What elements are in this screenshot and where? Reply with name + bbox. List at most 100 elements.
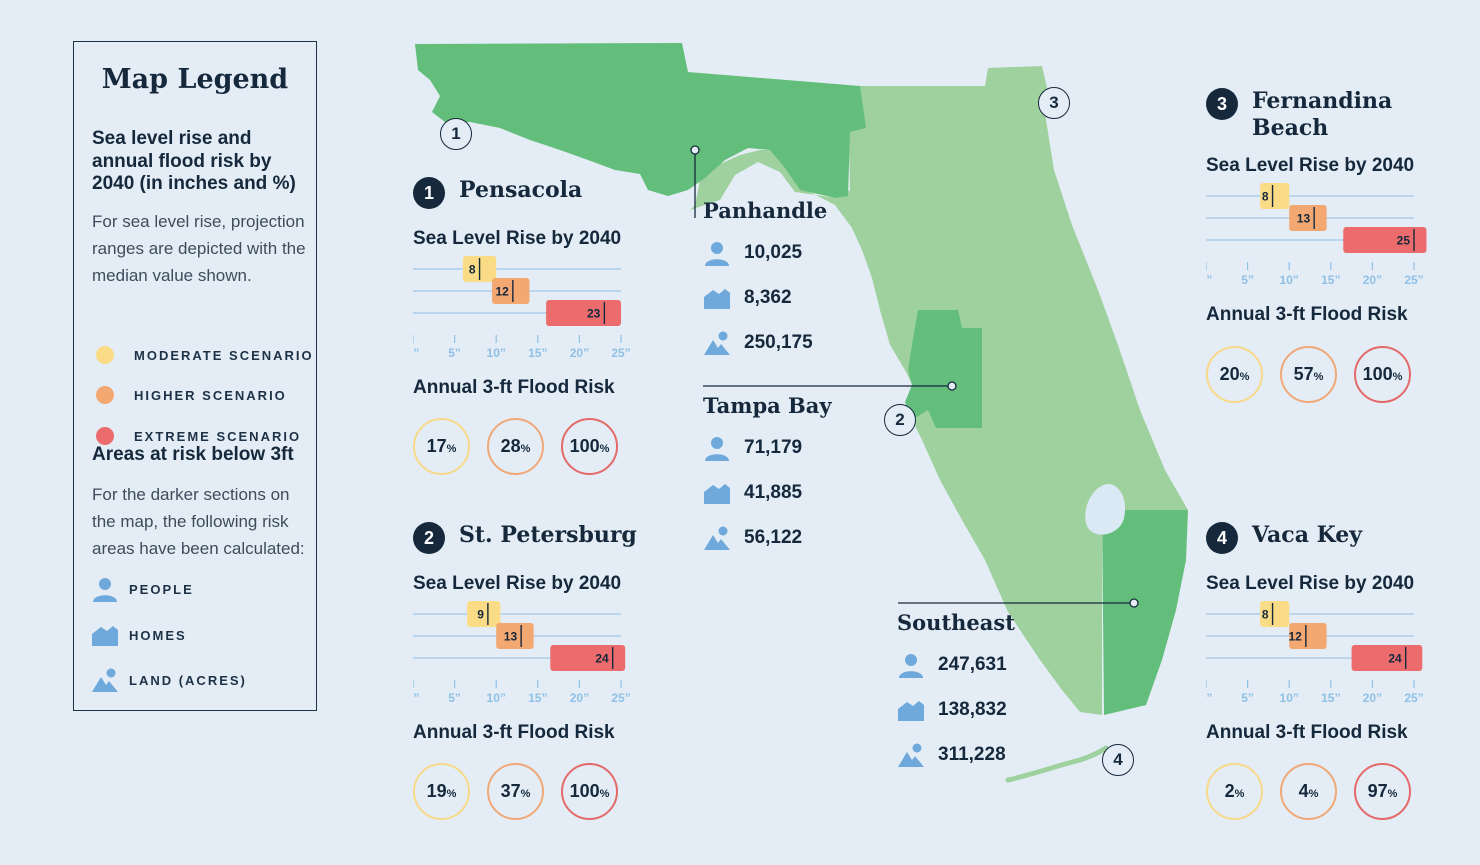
- region-panhandle: Panhandle 10,025 8,362 250,175: [703, 198, 827, 358]
- flood-extreme: 100%: [1354, 346, 1411, 403]
- legend-moderate-scenario: MODERATE SCENARIO: [94, 342, 314, 368]
- slr-median-label: 23: [587, 307, 601, 321]
- flood-extreme: 100%: [561, 763, 618, 820]
- slr-tick-label: 25”: [1404, 691, 1423, 705]
- slr-tick-label: 10”: [487, 691, 506, 705]
- region-name: Tampa Bay: [703, 393, 832, 418]
- region-name: Southeast: [897, 610, 1015, 635]
- site-number-badge: 2: [413, 522, 445, 554]
- slr-median-label: 12: [495, 285, 509, 299]
- stat-people: 10,025: [703, 238, 827, 268]
- site-header: 3 Fernandina Beach: [1206, 88, 1402, 142]
- slr-range-bar-extreme: [550, 645, 626, 671]
- flood-moderate: 19%: [413, 763, 470, 820]
- slr-chart: 9 13 24 0” 5” 10” 15” 20” 25”: [413, 601, 631, 705]
- legend-label: LAND (ACRES): [129, 672, 247, 688]
- flood-higher: 28%: [487, 418, 544, 475]
- slr-tick-label: 25”: [611, 346, 630, 360]
- person-icon: [705, 437, 729, 461]
- flood-higher: 37%: [487, 763, 544, 820]
- flood-title: Annual 3-ft Flood Risk: [1206, 304, 1408, 325]
- site-name: Vaca Key: [1252, 522, 1363, 548]
- land-value: 250,175: [744, 332, 813, 353]
- house-icon: [704, 484, 730, 504]
- map-florida-keys: [1005, 745, 1109, 783]
- extreme-dot: [96, 427, 114, 445]
- slr-tick-label: 5”: [1241, 691, 1254, 705]
- location-pin-2[interactable]: 2: [884, 404, 916, 436]
- slr-range-bar-extreme: [1343, 227, 1427, 253]
- slr-tick-label: 5”: [448, 346, 461, 360]
- site-header: 4 Vaca Key: [1206, 522, 1452, 554]
- slr-tick-label: 10”: [1280, 273, 1299, 287]
- slr-title: Sea Level Rise by 2040: [413, 228, 622, 249]
- flood-risk-circles: 19% 37% 100%: [413, 763, 635, 820]
- people-value: 10,025: [744, 242, 803, 263]
- flood-title: Annual 3-ft Flood Risk: [1206, 722, 1408, 743]
- legend-label: MODERATE SCENARIO: [134, 347, 314, 363]
- legend-label: HOMES: [129, 627, 187, 643]
- slr-chart: 8 12 24 0” 5” 10” 15” 20” 25”: [1206, 601, 1424, 705]
- moderate-dot: [96, 346, 114, 364]
- legend-extreme-scenario: EXTREME SCENARIO: [94, 423, 301, 449]
- slr-median-label: 24: [595, 652, 609, 666]
- flood-higher-value: 28: [500, 436, 521, 456]
- slr-title: Sea Level Rise by 2040: [1206, 573, 1415, 594]
- slr-tick-label: 5”: [1241, 273, 1254, 287]
- slr-median-label: 9: [477, 608, 484, 622]
- slr-median-label: 8: [469, 263, 476, 277]
- percent-sign: %: [1234, 787, 1245, 800]
- region-southeast: Southeast 247,631 138,832 311,228: [897, 610, 1015, 770]
- legend-land: LAND (ACRES): [91, 667, 247, 693]
- person-icon: [705, 242, 729, 266]
- flood-moderate-value: 17: [426, 436, 447, 456]
- flood-higher-value: 37: [500, 781, 521, 801]
- flood-title: Annual 3-ft Flood Risk: [413, 722, 615, 743]
- flood-higher-value: 57: [1293, 364, 1314, 384]
- flood-moderate-value: 2: [1224, 781, 1235, 801]
- flood-extreme-value: 100: [1362, 364, 1393, 384]
- legend-heading-sea-level: Sea level rise and annual flood risk by …: [92, 128, 296, 194]
- flood-title: Annual 3-ft Flood Risk: [413, 377, 615, 398]
- flood-moderate: 17%: [413, 418, 470, 475]
- slr-tick-label: 0”: [1206, 273, 1212, 287]
- map-region-southeast: [1102, 510, 1188, 715]
- site-number-badge: 1: [413, 177, 445, 209]
- flood-higher: 57%: [1280, 346, 1337, 403]
- southeast-leader-dot: [1129, 598, 1139, 608]
- land-icon: [704, 526, 730, 550]
- percent-sign: %: [599, 787, 610, 800]
- site-header: 2 St. Petersburg: [413, 522, 679, 554]
- flood-extreme-value: 100: [569, 436, 600, 456]
- location-pin-1[interactable]: 1: [440, 118, 472, 150]
- site-name: St. Petersburg: [459, 522, 637, 548]
- flood-moderate: 2%: [1206, 763, 1263, 820]
- flood-risk-circles: 20% 57% 100%: [1206, 346, 1428, 403]
- slr-title: Sea Level Rise by 2040: [413, 573, 622, 594]
- flood-extreme: 97%: [1354, 763, 1411, 820]
- slr-median-label: 8: [1262, 190, 1269, 204]
- location-pin-3[interactable]: 3: [1038, 87, 1070, 119]
- percent-sign: %: [446, 442, 457, 455]
- homes-value: 138,832: [938, 699, 1007, 720]
- percent-sign: %: [1313, 370, 1324, 383]
- homes-value: 8,362: [744, 287, 792, 308]
- percent-sign: %: [1308, 787, 1319, 800]
- location-pin-4[interactable]: 4: [1102, 744, 1134, 776]
- stat-homes: 8,362: [703, 283, 827, 313]
- house-icon: [704, 289, 730, 309]
- slr-median-label: 8: [1262, 608, 1269, 622]
- stat-homes: 138,832: [897, 695, 1015, 725]
- higher-dot: [96, 386, 114, 404]
- flood-higher-value: 4: [1298, 781, 1309, 801]
- stat-land: 311,228: [897, 740, 1015, 770]
- land-value: 56,122: [744, 527, 803, 548]
- slr-tick-label: 20”: [1363, 273, 1382, 287]
- map-region-tampa-bay: [905, 310, 982, 428]
- slr-tick-label: 10”: [487, 346, 506, 360]
- slr-median-label: 12: [1288, 630, 1302, 644]
- legend-homes: HOMES: [91, 622, 187, 648]
- land-icon: [92, 668, 118, 692]
- percent-sign: %: [520, 442, 531, 455]
- slr-tick-label: 25”: [611, 691, 630, 705]
